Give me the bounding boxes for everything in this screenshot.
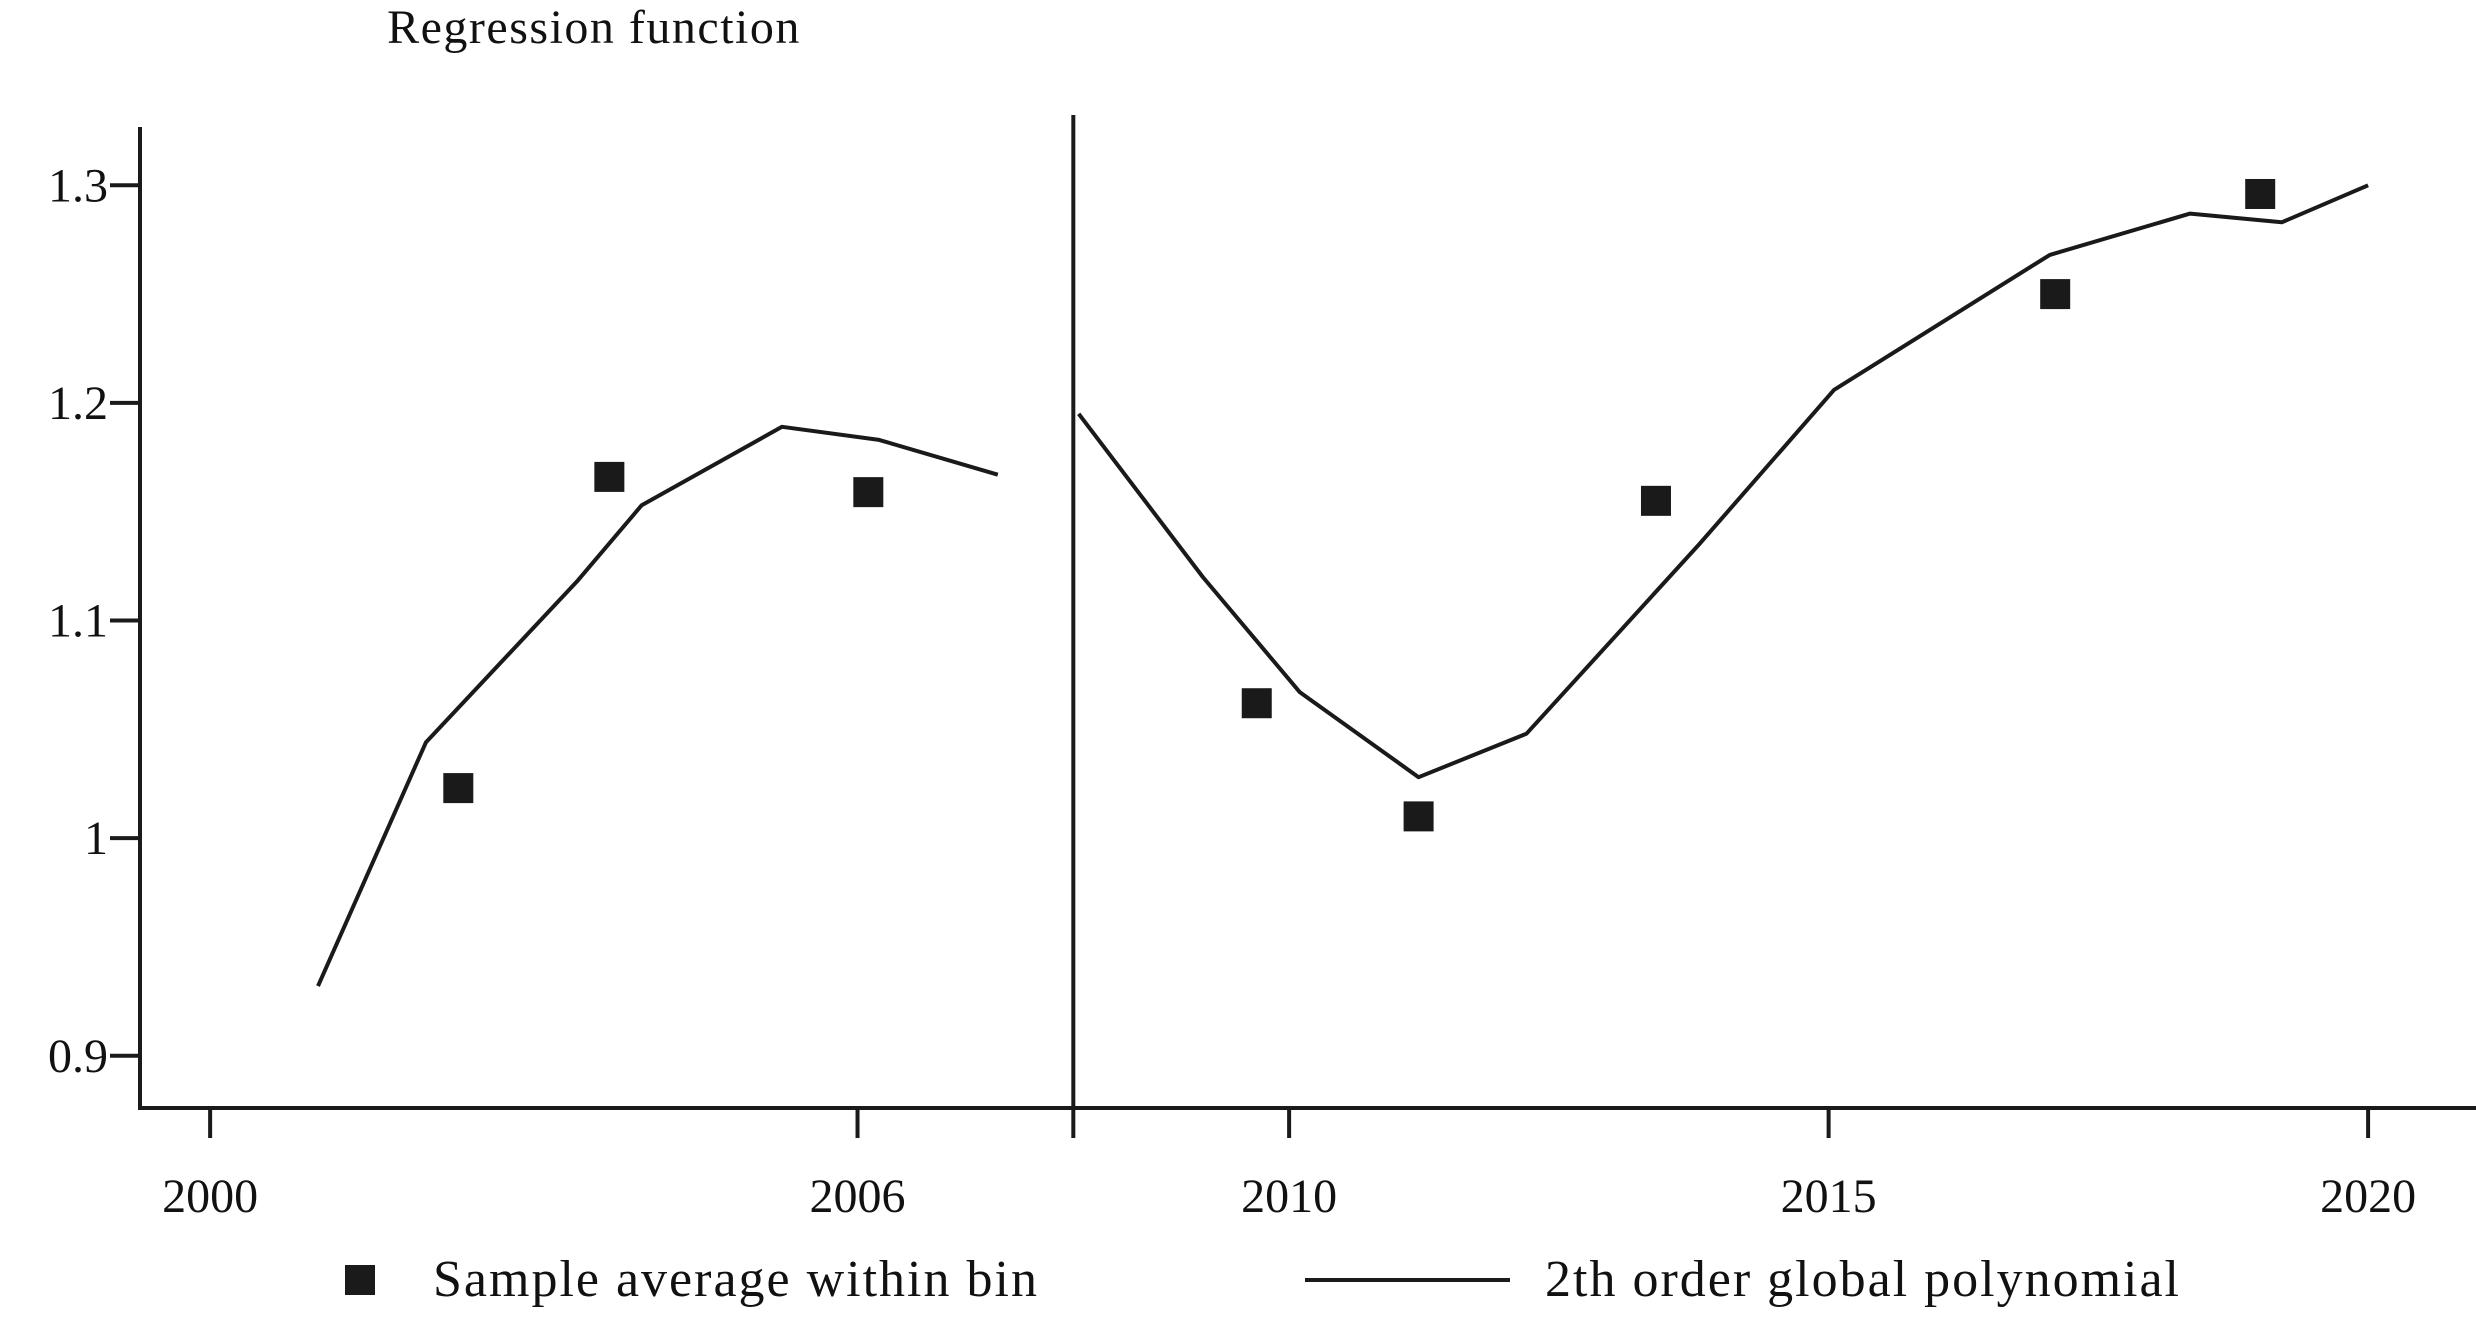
polynomial-fit-line-left [316,424,999,987]
data-point [2245,178,2276,209]
data-point [443,773,474,804]
data-point [594,461,625,492]
data-point [1640,485,1671,516]
x-tick-label: 2015 [1781,1170,1877,1223]
y-tick-label: 1.1 [48,595,108,648]
chart-title: Regression function [387,1,801,54]
x-tick-label: 2006 [810,1170,906,1223]
data-point [1403,801,1434,832]
y-tick-label: 1 [84,812,108,865]
square-marker-icon [345,1264,375,1295]
data-point [853,477,884,508]
x-tick-label: 2010 [1241,1170,1337,1223]
legend: Sample average within bin 2th order glob… [0,1250,2476,1320]
legend-label: Sample average within bin [433,1251,1039,1308]
legend-item-polynomial: 2th order global polynomial [1305,1250,2181,1309]
y-tick-label: 1.2 [48,377,108,430]
polynomial-fit-line-right [1077,183,2369,780]
data-point [2040,279,2071,310]
y-tick-label: 0.9 [48,1030,108,1083]
legend-label: 2th order global polynomial [1545,1251,2182,1308]
line-marker-icon [1305,1277,1510,1282]
legend-item-sample-average: Sample average within bin [345,1250,1039,1309]
data-point [1241,688,1272,719]
x-tick-label: 2000 [162,1170,258,1223]
x-tick-label: 2020 [2320,1170,2416,1223]
y-tick-label: 1.3 [48,159,108,212]
